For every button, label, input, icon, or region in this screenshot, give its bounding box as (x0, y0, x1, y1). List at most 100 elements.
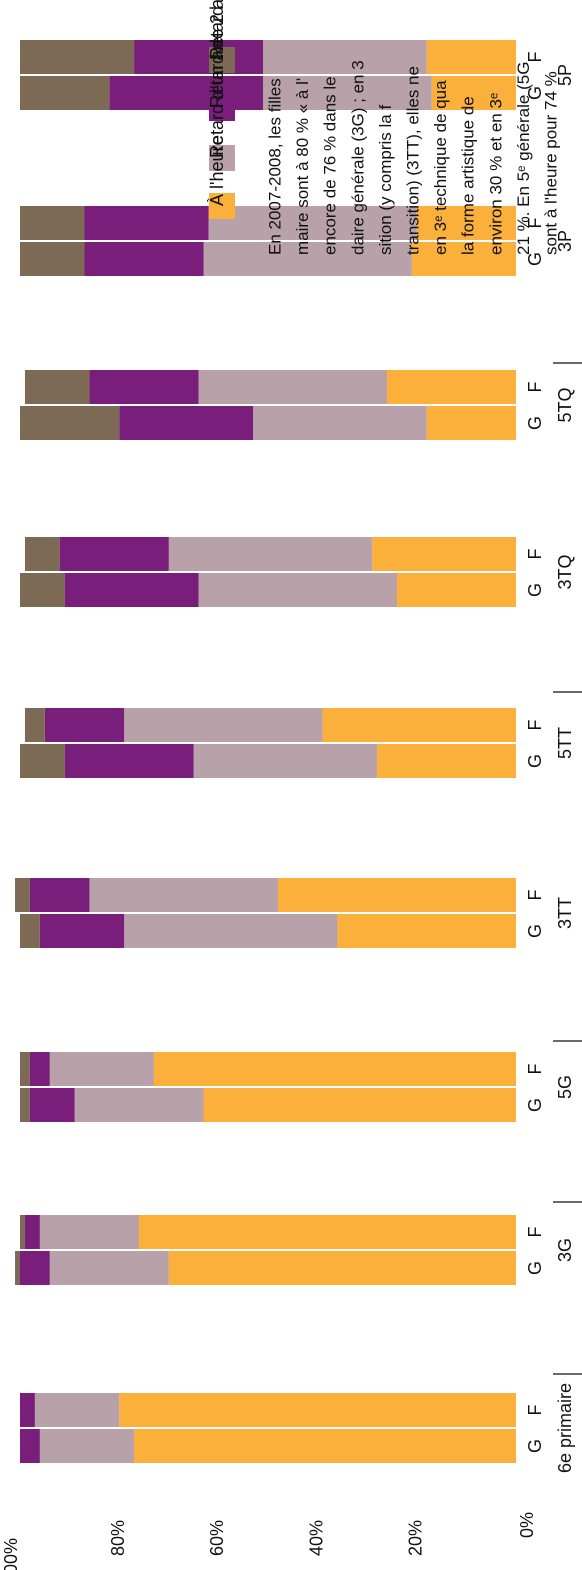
bar-label: F (525, 720, 545, 731)
bar-label: F (525, 890, 545, 901)
text-line: 21 %. En 5ᵉ générale (5G (514, 62, 533, 255)
bar-segment (29, 1088, 75, 1122)
group-label: 3P (555, 230, 575, 252)
bar-segment (15, 1251, 20, 1285)
bar-segment (139, 1215, 517, 1249)
text-block: En 2007-2008, les filles maire sont à 80 … (265, 60, 560, 255)
bar-segment (74, 1088, 204, 1122)
bar-segment (198, 573, 397, 607)
bar-segment (89, 878, 278, 912)
bar-segment (377, 744, 516, 778)
bar-segment (208, 206, 417, 240)
bar-segment (431, 76, 516, 110)
bar-segment (20, 1088, 30, 1122)
legend-swatch (209, 95, 235, 121)
bar-segment (124, 914, 338, 948)
bar-label: G (525, 583, 545, 597)
bar-segment (59, 537, 169, 571)
bar-segment (411, 242, 516, 276)
bar-segment (20, 1429, 40, 1463)
group-label: 3TQ (555, 554, 575, 589)
text-line: transition) (3TT), elles ne (403, 66, 422, 255)
group-label: 5G (555, 1075, 575, 1099)
text-line: environ 30 % et en 3ᵉ (486, 93, 505, 255)
y-tick-label: 60% (207, 1520, 227, 1556)
legend-label: Retard de 3 ans et + (207, 0, 227, 60)
bar-segment (44, 708, 125, 742)
bar-segment (416, 206, 516, 240)
bar-segment (29, 1052, 50, 1086)
bar-label: F (525, 1064, 545, 1075)
text-line: sont à l'heure pour 74 % (541, 71, 560, 255)
group-label: 5TQ (555, 387, 575, 422)
bar-segment (24, 708, 45, 742)
group-label: 5P (555, 64, 575, 86)
group-label: 5TT (555, 727, 575, 759)
bar-segment (337, 914, 516, 948)
bar-segment (20, 573, 65, 607)
bar-segment (24, 537, 60, 571)
bar-segment (396, 573, 516, 607)
bar-segment (20, 1251, 50, 1285)
text-line: en 3ᵉ technique de qua (431, 80, 450, 255)
group-separators (553, 362, 582, 1375)
bar-segment (34, 1393, 120, 1427)
bar-segment (20, 1052, 30, 1086)
bar-segment (119, 406, 254, 440)
bar-segment (84, 242, 204, 276)
bar-segment (168, 537, 373, 571)
bar-segment (20, 744, 65, 778)
bar-segment (277, 878, 516, 912)
text-line: sition (y compris la f (376, 105, 395, 255)
bar-segment (29, 878, 90, 912)
bar-segment (134, 1429, 516, 1463)
text-line: la forme artistique de (459, 96, 478, 255)
group-label: 6e primaire (555, 1383, 575, 1473)
bar-segment (24, 370, 90, 404)
text-line: daire générale (3G) ; en 3 (348, 60, 367, 255)
legend-label: Retard d'un an (207, 40, 227, 158)
legend-swatch (209, 47, 235, 73)
bar-segment (15, 878, 30, 912)
bar-segment (198, 370, 388, 404)
group-label: 3G (555, 1238, 575, 1262)
y-tick-label: 0% (517, 1512, 537, 1538)
bar-segment (372, 537, 516, 571)
x-axis-labels: G F G F G F G F G F G F G F G F G F 6e primaire 3G 5G 3TT 5TT 3… (525, 52, 575, 1474)
bar-label: G (525, 1261, 545, 1275)
bars (15, 40, 517, 1463)
bar-segment (124, 708, 323, 742)
bar-segment (39, 914, 125, 948)
bar-segment (263, 40, 427, 74)
bar-segment (49, 1251, 169, 1285)
y-tick-label: 80% (108, 1520, 128, 1556)
bar-segment (20, 206, 85, 240)
bar-segment (39, 1429, 135, 1463)
bar-segment (64, 744, 194, 778)
bar-label: G (525, 1098, 545, 1112)
bar-segment (134, 40, 264, 74)
y-axis-ticks: 0% 20% 40% 60% 80% 100% (1, 1512, 537, 1570)
legend-swatch (209, 193, 235, 219)
bar-segment (20, 1393, 35, 1427)
bar-segment (84, 206, 209, 240)
legend-label: À l'heure (207, 136, 227, 206)
bar-segment (20, 40, 135, 74)
bar-segment (119, 1393, 516, 1427)
bar-label: G (525, 1439, 545, 1453)
bar-segment (253, 406, 427, 440)
bar-label: G (525, 924, 545, 938)
text-line: encore de 76 % dans le (321, 76, 340, 255)
bar-segment (109, 76, 264, 110)
bar-label: G (525, 416, 545, 430)
bar-segment (387, 370, 516, 404)
legend: Retard de 3 ans et +Retard de 2 ansRetar… (207, 0, 235, 219)
bar-segment (39, 1215, 140, 1249)
bar-segment (20, 76, 110, 110)
bar-label: F (525, 1227, 545, 1238)
bar-label: G (525, 754, 545, 768)
bar-segment (168, 1251, 517, 1285)
bar-segment (203, 1088, 516, 1122)
bar-segment (263, 76, 432, 110)
legend-swatch (209, 145, 235, 171)
